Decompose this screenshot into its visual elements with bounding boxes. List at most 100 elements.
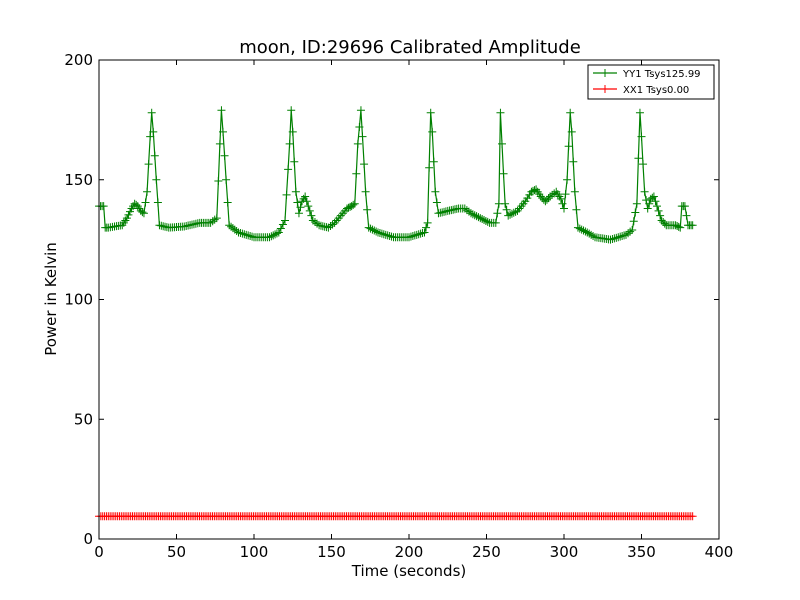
data-point <box>682 211 691 220</box>
data-point <box>628 226 637 235</box>
data-point <box>405 233 413 242</box>
x-tick-label: 300 <box>550 543 579 561</box>
data-point <box>622 230 630 239</box>
data-point <box>310 218 319 227</box>
data-point <box>546 192 555 201</box>
data-point <box>126 207 134 216</box>
data-point <box>222 175 231 184</box>
data-point <box>556 194 565 203</box>
data-point <box>558 199 567 208</box>
data-point <box>377 229 386 238</box>
data-point <box>210 215 219 224</box>
data-point <box>360 160 369 169</box>
data-point <box>122 214 131 223</box>
data-point <box>643 204 652 213</box>
legend-marker <box>601 69 609 77</box>
data-point <box>481 216 490 225</box>
x-tick-label: 150 <box>317 543 346 561</box>
data-point <box>370 226 379 235</box>
data-point <box>654 206 663 215</box>
data-point <box>567 127 576 136</box>
data-point <box>688 512 697 521</box>
data-point <box>412 230 421 239</box>
data-point <box>349 200 358 209</box>
y-tick-label: 100 <box>64 291 93 309</box>
data-point <box>493 209 502 218</box>
data-point <box>328 220 337 229</box>
data-point <box>361 187 370 196</box>
data-point <box>476 214 485 223</box>
data-point <box>468 210 477 219</box>
data-point <box>307 211 316 220</box>
data-point <box>645 199 654 208</box>
data-point <box>511 207 520 216</box>
data-point <box>272 229 281 238</box>
data-point <box>564 142 573 151</box>
data-point <box>324 223 333 232</box>
data-point <box>293 198 302 207</box>
series-line <box>99 110 693 241</box>
data-point <box>147 108 156 117</box>
data-point <box>363 205 372 214</box>
data-point <box>152 175 161 184</box>
data-point <box>290 157 299 166</box>
data-point <box>523 194 532 203</box>
data-point <box>460 204 469 213</box>
data-point <box>381 230 390 239</box>
data-point <box>506 210 515 219</box>
data-point <box>474 213 483 222</box>
data-point <box>577 225 586 234</box>
data-point <box>610 234 619 243</box>
data-point <box>408 232 417 241</box>
data-point <box>674 222 683 231</box>
y-tick-label: 200 <box>64 51 93 69</box>
data-point <box>680 202 689 211</box>
data-point <box>406 232 415 241</box>
data-point <box>416 229 425 238</box>
data-point <box>139 209 148 218</box>
x-tick-label: 350 <box>627 543 656 561</box>
data-point <box>385 232 394 241</box>
data-point <box>141 198 150 207</box>
data-point <box>285 139 294 148</box>
data-point <box>368 225 377 234</box>
data-point <box>138 208 147 217</box>
data-point <box>570 187 579 196</box>
data-point <box>502 205 511 214</box>
data-point <box>269 231 278 240</box>
data-point <box>236 229 245 238</box>
data-point <box>146 132 155 141</box>
data-point <box>634 154 643 163</box>
data-point <box>232 227 241 236</box>
data-point <box>414 230 423 239</box>
data-point <box>246 232 255 241</box>
data-point <box>563 175 572 184</box>
data-point <box>632 199 641 208</box>
data-point <box>313 219 322 228</box>
data-point <box>223 198 232 207</box>
data-point <box>281 216 289 225</box>
data-point <box>304 202 313 211</box>
data-point <box>288 127 297 136</box>
legend-box <box>587 64 715 100</box>
y-tick-label: 150 <box>64 171 93 189</box>
data-point <box>350 199 359 208</box>
data-point <box>267 232 276 241</box>
data-point <box>278 220 287 229</box>
data-point <box>676 223 685 232</box>
data-point <box>374 228 382 237</box>
data-point <box>208 217 217 226</box>
data-point <box>656 211 665 220</box>
data-point <box>499 169 508 178</box>
data-point <box>271 230 280 239</box>
data-point <box>294 209 303 218</box>
data-point <box>429 157 438 166</box>
data-point <box>240 230 249 239</box>
data-point <box>608 235 617 244</box>
data-point <box>521 197 530 206</box>
data-point <box>483 217 492 226</box>
data-point <box>507 209 516 218</box>
y-ticks: 0 50 100 150 200 <box>64 51 719 548</box>
legend: YY1 Tsys125.99 XX1 Tsys0.00 <box>587 64 715 100</box>
data-point <box>265 233 274 242</box>
